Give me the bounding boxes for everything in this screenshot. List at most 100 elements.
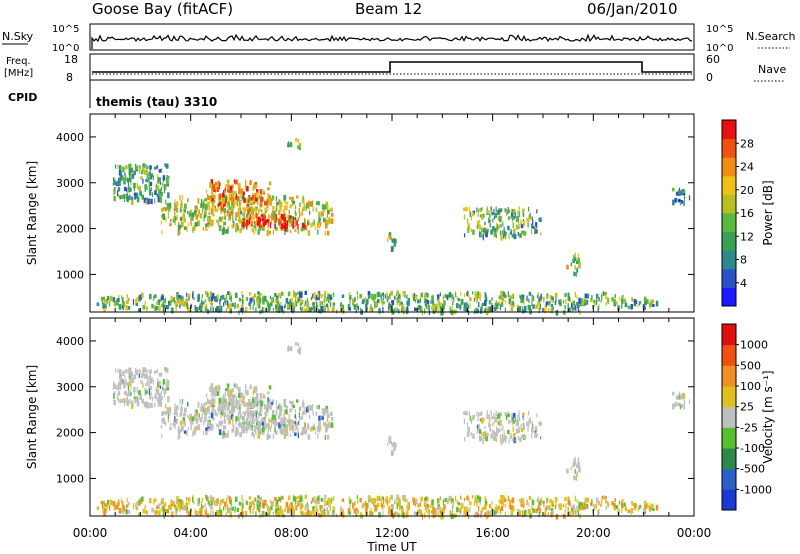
freq-panel: Freq. [MHz] 18 8 60 0 Nave [4, 53, 786, 84]
power-cell [361, 300, 365, 305]
power-cell [459, 304, 461, 311]
power-cell [237, 208, 240, 214]
power-cell [414, 296, 418, 300]
power-cell [110, 295, 113, 302]
velocity-cell [226, 383, 230, 388]
velocity-cell [218, 420, 222, 425]
velocity-cell [181, 398, 184, 404]
velocity-cell [231, 407, 233, 412]
velocity-cell [469, 501, 472, 506]
power-cell [258, 226, 260, 231]
velocity-cell [274, 420, 277, 426]
velocity-cell [237, 417, 241, 422]
velocity-cell [270, 403, 272, 410]
velocity-cell [190, 423, 192, 429]
velocity-cell [429, 504, 431, 508]
velocity-cell [306, 510, 310, 516]
power-cell [214, 207, 217, 212]
power-cell [160, 168, 163, 173]
velocity-cell [313, 498, 316, 503]
velocity-cell [298, 412, 300, 418]
velocity-cell [332, 506, 336, 510]
power-cell [283, 209, 285, 215]
power-cell [508, 234, 510, 240]
power-cell [238, 189, 241, 195]
power-cell [467, 304, 469, 310]
power-cell [154, 294, 157, 299]
velocity-cell [182, 420, 185, 424]
power-cell [619, 296, 621, 301]
power-cell [257, 291, 260, 295]
velocity-cell [407, 501, 411, 506]
power-cell [136, 193, 138, 199]
power-cell [278, 218, 281, 224]
velocity-cell [396, 503, 398, 510]
velocity-cell [482, 438, 484, 445]
power-cell [318, 217, 321, 222]
velocity-cell [495, 432, 498, 437]
velocity-cell [174, 406, 176, 411]
power-cell [326, 219, 329, 225]
velocity-cell [170, 500, 173, 505]
power-cell [141, 292, 144, 298]
power-cell [347, 304, 351, 310]
velocity-cell [221, 433, 225, 439]
power-cell [253, 230, 255, 235]
power-cell [113, 189, 115, 196]
power-cell [246, 224, 248, 230]
velocity-cell [292, 419, 295, 424]
power-cell [171, 307, 174, 314]
power-cell [123, 196, 126, 203]
velocity-cell [304, 507, 306, 511]
power-cell [487, 228, 489, 233]
power-cell [499, 209, 501, 214]
power-cell [157, 196, 161, 203]
colorbar-swatch [722, 194, 736, 214]
velocity-cell [240, 431, 242, 437]
velocity-cell [163, 411, 165, 415]
power-cell [226, 304, 230, 310]
velocity-cell [508, 498, 510, 502]
power-cell [390, 305, 393, 311]
power-cell [222, 198, 225, 205]
power-cell [371, 307, 374, 313]
power-cell [267, 187, 270, 191]
velocity-cell [512, 499, 515, 503]
velocity-cell [390, 494, 393, 500]
velocity-cell [227, 392, 229, 397]
velocity-cell [326, 434, 330, 440]
velocity-cell [185, 502, 188, 508]
power-cell [471, 212, 475, 217]
velocity-cell [434, 510, 438, 517]
velocity-cell [231, 506, 235, 511]
velocity-cell [478, 496, 482, 502]
power-cell [114, 188, 116, 195]
power-cell [256, 201, 259, 205]
velocity-cell [216, 510, 219, 516]
velocity-panel-frame [89, 317, 695, 517]
power-cell [297, 224, 299, 230]
power-cell [204, 198, 208, 202]
power-cell [212, 186, 215, 192]
velocity-cell [193, 429, 196, 435]
power-cell [469, 297, 472, 302]
power-cell [151, 303, 154, 309]
power-cell [299, 292, 303, 298]
power-cell [403, 290, 406, 295]
power-cell [236, 303, 240, 309]
velocity-cell [518, 415, 521, 421]
power-cell [465, 206, 468, 212]
velocity-cell [301, 503, 304, 508]
velocity-cell [419, 502, 422, 507]
power-cell [339, 307, 342, 313]
power-cell [234, 292, 238, 299]
power-cell [269, 222, 272, 229]
power-cell [370, 304, 372, 310]
power-cell [504, 233, 507, 240]
power-cell [539, 295, 541, 302]
power-cell [520, 224, 524, 229]
power-cell [472, 291, 474, 295]
power-cell [398, 308, 400, 314]
power-cell [380, 299, 384, 304]
velocity-cell [289, 419, 292, 423]
